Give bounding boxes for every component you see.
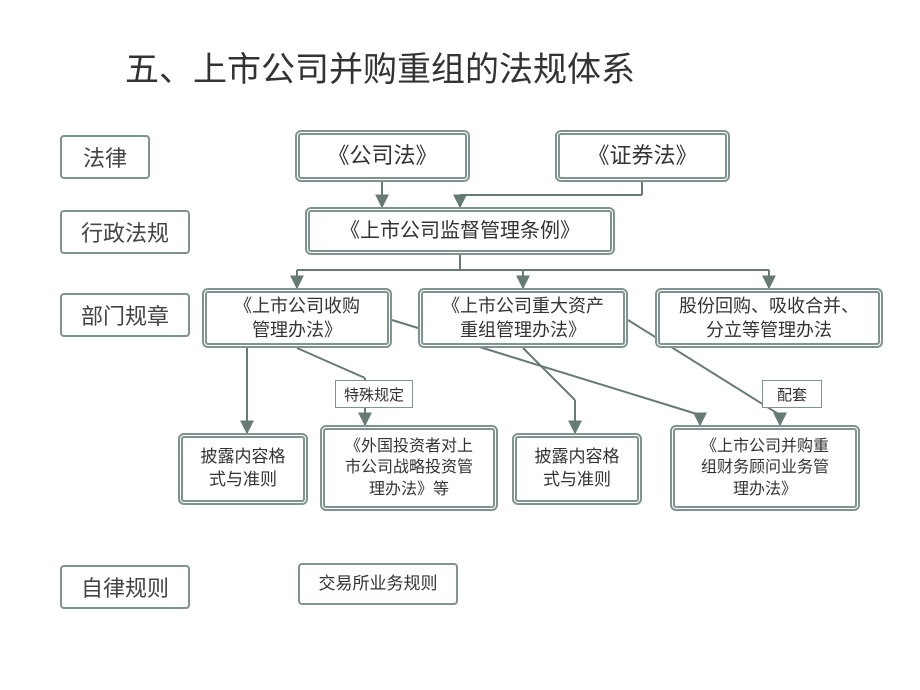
node-n5: 《上市公司重大资产重组管理办法》: [418, 288, 628, 348]
node-n4: 《上市公司收购管理办法》: [202, 288, 392, 348]
node-n10: 《上市公司并购重组财务顾问业务管理办法》: [670, 425, 860, 511]
page-title: 五、上市公司并购重组的法规体系: [125, 42, 635, 91]
row-label-self: 自律规则: [60, 565, 190, 609]
node-n3: 《上市公司监督管理条例》: [305, 207, 615, 255]
row-label-dept: 部门规章: [60, 293, 190, 337]
node-n9: 披露内容格式与准则: [512, 433, 642, 505]
node-n1: 《公司法》: [295, 130, 470, 182]
node-n6: 股份回购、吸收合并、分立等管理办法: [655, 288, 883, 348]
diagram-stage: 五、上市公司并购重组的法规体系 法律行政法规部门规章自律规则 《公司法》 《证券法》…: [0, 0, 920, 690]
tag-t1: 特殊规定: [335, 380, 413, 408]
tag-t2: 配套: [762, 380, 822, 408]
row-label-law: 法律: [60, 135, 150, 179]
node-n8: 《外国投资者对上市公司战略投资管理办法》等: [320, 425, 498, 511]
node-n7: 披露内容格式与准则: [178, 433, 308, 505]
node-n2: 《证券法》: [555, 130, 730, 182]
node-n11: 交易所业务规则: [298, 563, 458, 605]
row-label-admin: 行政法规: [60, 210, 190, 254]
